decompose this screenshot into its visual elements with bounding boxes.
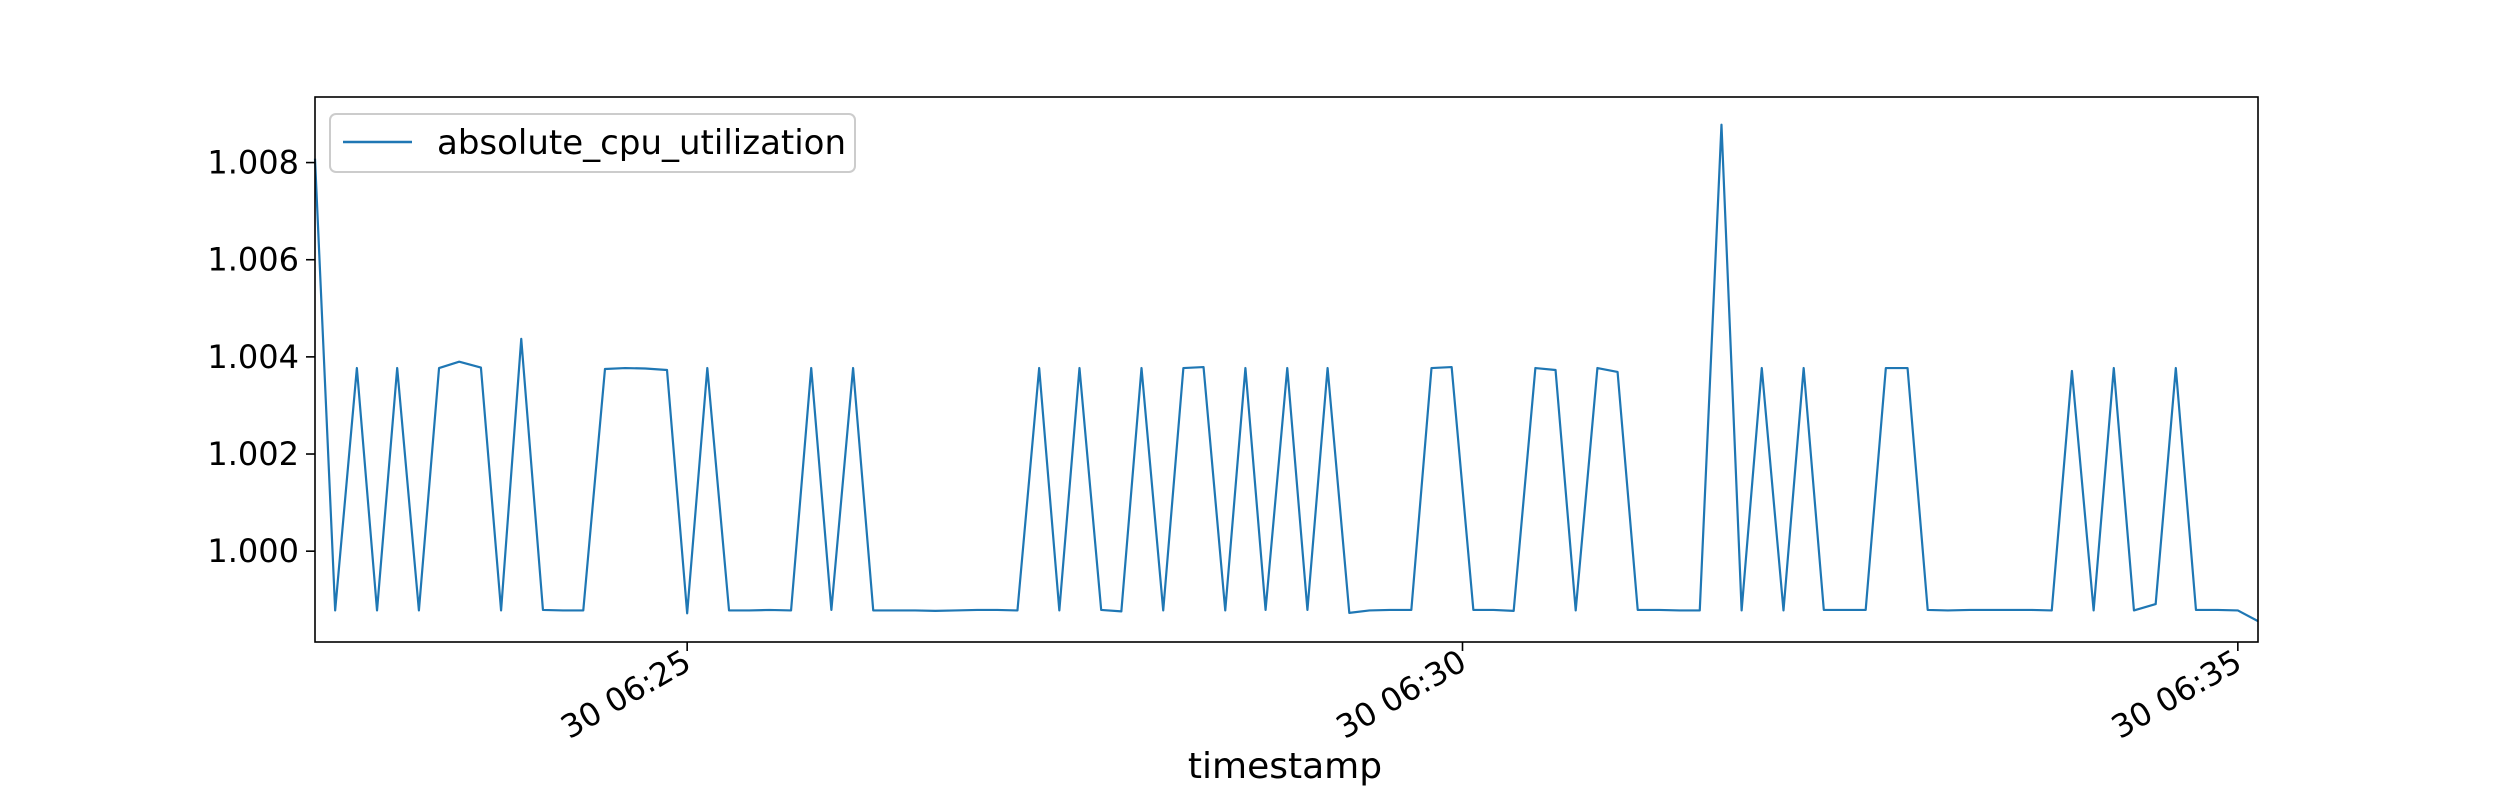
- series-line-absolute_cpu_utilization: [313, 123, 2259, 623]
- legend: absolute_cpu_utilization: [329, 113, 856, 173]
- plot-area: [313, 96, 2259, 643]
- legend-entry-label: absolute_cpu_utilization: [437, 123, 846, 163]
- y-tick-label: 1.008: [207, 144, 299, 182]
- x-axis-label: timestamp: [1188, 746, 1382, 787]
- axes-frame: [314, 96, 2259, 643]
- y-tick-label: 1.006: [207, 241, 299, 279]
- legend-box: [329, 113, 856, 173]
- y-tick-label: 1.004: [207, 338, 299, 376]
- y-tick-label: 1.000: [207, 532, 299, 570]
- y-tick-label: 1.002: [207, 435, 299, 473]
- y-axis: 1.000 1.002 1.004 1.006 1.008: [207, 144, 315, 570]
